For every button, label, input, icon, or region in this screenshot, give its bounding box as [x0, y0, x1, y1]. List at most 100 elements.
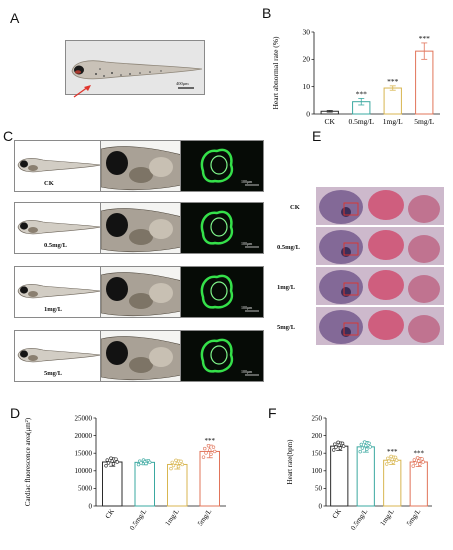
larva-lateral-photo [14, 140, 101, 192]
heart-brightfield-photo [100, 266, 181, 318]
replicate-point [338, 446, 343, 450]
larva-drawing [71, 60, 203, 89]
y-tick-label: 20000 [75, 432, 93, 440]
scale-bar-label: 100μm [241, 241, 253, 246]
replicate-point [115, 460, 119, 464]
replicate-point [208, 448, 212, 452]
replicate-point [418, 462, 422, 466]
replicate-point [180, 462, 184, 467]
replicate-point [386, 456, 390, 461]
replicate-point [209, 452, 213, 456]
bar-5mgl [199, 450, 220, 507]
row-label: 1mg/L [277, 284, 296, 291]
significance-mark: *** [356, 89, 368, 98]
replicate-point [389, 454, 393, 459]
replicate-point [203, 446, 207, 451]
replicate-point [105, 458, 109, 462]
significance-mark: *** [414, 449, 425, 457]
replicate-point [359, 442, 364, 447]
y-tick-label: 0 [89, 502, 93, 510]
row-label: 0.5mg/L [277, 244, 300, 251]
replicate-point [364, 443, 368, 448]
replicate-point [136, 462, 141, 467]
scale-bar-label: 100μm [241, 369, 253, 374]
y-tick-label: 10000 [75, 467, 93, 475]
x-tick-label: 0.5mg/L [128, 508, 148, 532]
significance-mark: *** [387, 77, 399, 86]
x-tick-label: 5mg/L [414, 117, 434, 126]
replicate-point [106, 461, 111, 465]
x-tick-label: 1mg/L [164, 508, 181, 528]
chart-f: 0 50 100 150 200 250 Heart rate(bpm) CK 0.5mg/L *… [286, 414, 432, 532]
panel-a-scale-label: 400μm [176, 81, 189, 86]
replicate-point [385, 462, 389, 466]
row-label: 0.5mg/L [44, 242, 67, 249]
bar-5mgl [409, 461, 428, 507]
histology-section-photo [315, 186, 445, 226]
y-tick-label: 0 [319, 502, 323, 510]
y-tick-label: 20 [303, 55, 311, 64]
replicate-point [362, 440, 367, 444]
y-tick-label: 5000 [78, 485, 93, 493]
red-arrow-icon [73, 85, 91, 98]
replicate-point [336, 440, 340, 445]
y-axis-label: Heart abnormal rate (%) [271, 36, 280, 110]
larva-lateral-photo [14, 266, 101, 318]
replicate-point [417, 459, 421, 463]
replicate-point [387, 459, 391, 463]
y-axis-label: Heart rate(bpm) [286, 439, 294, 485]
heart-fluorescence-photo: 100μm [180, 140, 264, 192]
replicate-point [179, 459, 183, 464]
replicate-point [413, 461, 418, 465]
bar-1mgl [167, 463, 188, 507]
replicate-point [360, 446, 365, 450]
x-tick-label: 1mg/L [379, 508, 396, 528]
x-tick-label: 0.5mg/L [349, 508, 369, 532]
chart-d: 0 5000 10000 15000 20000 25000 Cardiac fluores… [24, 414, 226, 532]
x-tick-label: 5mg/L [196, 508, 213, 528]
y-tick-label: 250 [312, 414, 323, 422]
replicate-point [201, 455, 206, 459]
heart-brightfield-photo [100, 330, 181, 382]
y-tick-label: 100 [312, 467, 323, 475]
x-tick-label: 0.5mg/L [348, 117, 374, 126]
replicate-point [421, 460, 425, 464]
replicate-point [420, 457, 424, 461]
replicate-point [114, 457, 118, 461]
replicate-point [393, 455, 398, 460]
replicate-point [110, 459, 114, 463]
y-tick-label: 30 [303, 27, 311, 36]
replicate-point [170, 460, 174, 465]
replicate-point [206, 444, 211, 448]
bar-ck [102, 461, 123, 507]
panel-letter-a: A [10, 10, 20, 26]
replicate-point [111, 462, 116, 466]
replicate-point [174, 458, 178, 463]
replicate-point [204, 451, 208, 455]
heart-fluorescence-photo: 100μm [180, 330, 264, 382]
y-tick-label: 150 [312, 450, 323, 458]
significance-mark: *** [419, 34, 431, 43]
bar-5mgl [415, 50, 434, 115]
replicate-point [341, 444, 346, 448]
replicate-point [144, 461, 148, 466]
panel-letter-c: C [3, 128, 14, 144]
histology-section-photo [315, 306, 445, 346]
panel-letter-d: D [10, 405, 21, 421]
replicate-point [104, 464, 108, 468]
replicate-point [333, 442, 337, 446]
replicate-point [337, 443, 341, 447]
replicate-point [148, 460, 152, 465]
y-tick-label: 15000 [75, 450, 93, 458]
heart-fluorescence-photo: 100μm [180, 202, 264, 254]
histology-section-photo [315, 266, 445, 306]
replicate-point [139, 461, 143, 465]
replicate-point [365, 447, 369, 451]
replicate-point [412, 458, 417, 462]
y-tick-label: 200 [312, 432, 323, 440]
larva-lateral-photo [14, 202, 101, 254]
replicate-point [358, 449, 362, 454]
replicate-point [368, 445, 372, 449]
scale-bar-label: 100μm [241, 179, 253, 184]
x-tick-label: CK [331, 508, 343, 521]
